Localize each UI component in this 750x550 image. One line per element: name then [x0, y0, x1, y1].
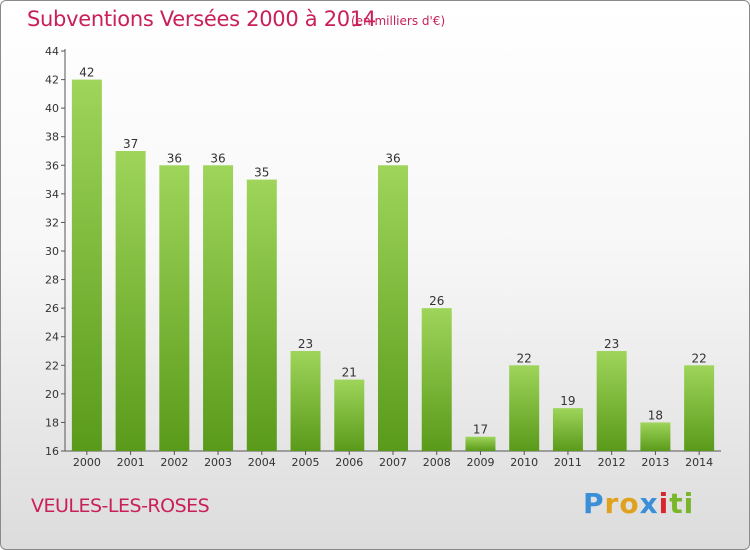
y-tick-label: 44	[45, 45, 59, 58]
x-tick-label: 2011	[554, 456, 582, 469]
y-tick-label: 32	[45, 216, 59, 229]
x-tick-label: 2012	[598, 456, 626, 469]
y-tick-label: 30	[45, 245, 59, 258]
x-tick-label: 2003	[204, 456, 232, 469]
data-label: 36	[385, 151, 400, 165]
x-tick-label: 2000	[73, 456, 101, 469]
data-label: 17	[473, 423, 488, 437]
bar-2002	[159, 165, 190, 452]
y-tick-label: 18	[45, 416, 59, 429]
bar-2007	[378, 165, 408, 452]
bar-2004	[246, 179, 277, 452]
bar-2010	[509, 365, 540, 451]
logo-letter: t	[669, 487, 684, 520]
bar-2011	[552, 408, 583, 451]
bar-2014	[684, 365, 715, 451]
x-tick-label: 2005	[292, 456, 320, 469]
y-tick-label: 42	[45, 74, 59, 87]
x-tick-label: 2010	[510, 456, 538, 469]
bar-2000	[71, 79, 102, 452]
chart-title: Subventions Versées 2000 à 2014	[27, 7, 376, 31]
bar-2005	[290, 351, 321, 451]
bar-2001	[115, 151, 146, 451]
y-tick-label: 24	[45, 331, 59, 344]
data-label: 18	[648, 408, 663, 422]
x-tick-label: 2008	[423, 456, 451, 469]
data-label: 26	[429, 294, 444, 308]
y-tick-label: 22	[45, 359, 59, 372]
y-tick-label: 40	[45, 102, 59, 115]
data-label: 35	[254, 166, 269, 180]
x-tick-label: 2006	[335, 456, 363, 469]
data-label: 42	[79, 66, 94, 80]
bar-2012	[596, 351, 627, 451]
logo-letter: x	[639, 487, 659, 520]
y-tick-label: 26	[45, 302, 59, 315]
data-label: 22	[691, 351, 706, 365]
x-tick-label: 2007	[379, 456, 407, 469]
y-tick-label: 28	[45, 274, 59, 287]
bar-2009	[465, 436, 496, 451]
data-label: 37	[123, 137, 138, 151]
y-tick-label: 34	[45, 188, 59, 201]
bar-2008	[421, 308, 452, 451]
logo-letter: o	[619, 487, 640, 520]
y-tick-label: 16	[45, 445, 59, 458]
data-label: 19	[560, 394, 575, 408]
bar-2006	[334, 379, 365, 451]
y-tick-label: 36	[45, 159, 59, 172]
data-label: 22	[517, 351, 532, 365]
proxiti-logo: Proxiti	[583, 487, 694, 520]
x-tick-label: 2014	[685, 456, 713, 469]
bar-2013	[640, 422, 671, 451]
x-tick-label: 2001	[117, 456, 145, 469]
chart-subtitle: (en milliers d'€)	[351, 14, 446, 28]
commune-name: VEULES-LES-ROSES	[31, 495, 210, 517]
data-label: 23	[604, 337, 619, 351]
logo-letter: i	[683, 487, 695, 520]
x-tick-label: 2004	[248, 456, 276, 469]
logo-letter: i	[658, 487, 670, 520]
y-tick-label: 38	[45, 131, 59, 144]
bar-2003	[203, 165, 234, 452]
y-tick-label: 20	[45, 388, 59, 401]
logo-letter: r	[604, 487, 620, 520]
data-label: 21	[342, 366, 357, 380]
x-tick-label: 2009	[466, 456, 494, 469]
x-tick-label: 2013	[641, 456, 669, 469]
logo-letter: P	[583, 487, 605, 520]
x-tick-label: 2002	[160, 456, 188, 469]
data-label: 36	[167, 151, 182, 165]
data-label: 23	[298, 337, 313, 351]
data-label: 36	[210, 151, 225, 165]
